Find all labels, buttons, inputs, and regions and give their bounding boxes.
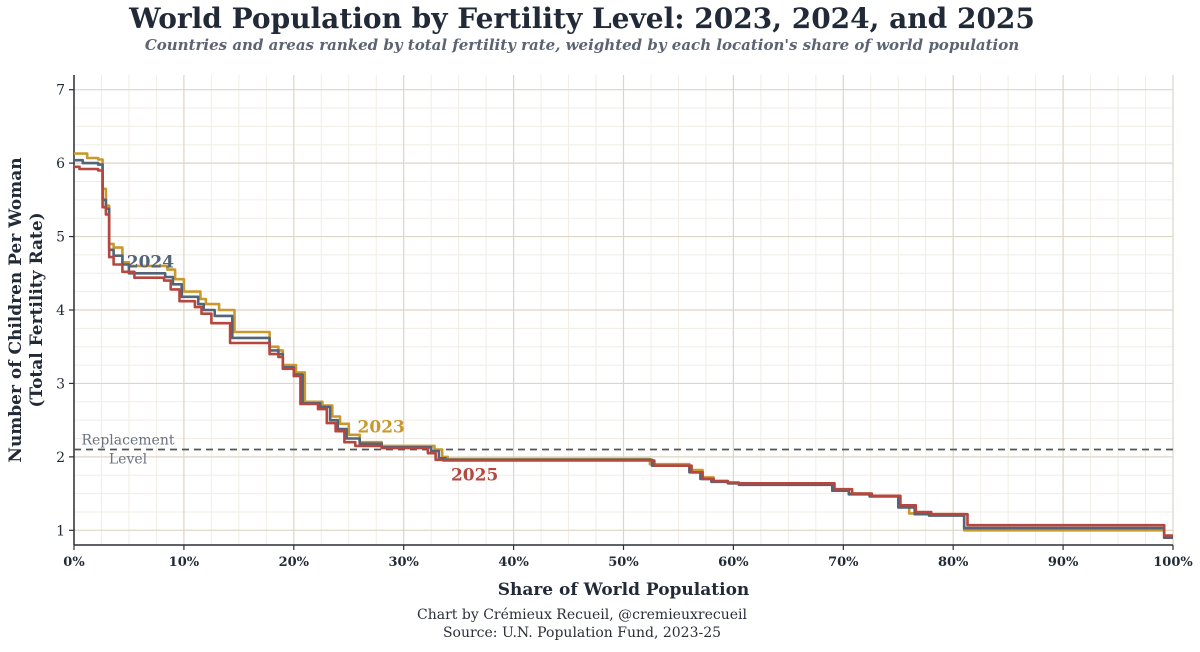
replacement-level-label: Replacement	[82, 433, 175, 449]
series-label-2023: 2023	[358, 418, 405, 438]
fertility-chart: 0% 10% 20% 30% 40% 50% 60% 70% 80% 90% 100% 1 2 3 4 5 6 7…	[6, 75, 1193, 600]
y-tick-label: 6	[56, 156, 65, 172]
chart-title: World Population by Fertility Level: 202…	[129, 2, 1035, 35]
chart-credit: Chart by Crémieux Recueil, @cremieuxrecu…	[417, 607, 747, 623]
series-line-2025	[74, 165, 1173, 537]
series-line-2024	[74, 158, 1173, 539]
x-axis-label: Share of World Population	[498, 580, 750, 600]
x-tick-label: 50%	[608, 555, 639, 570]
y-tick-label: 3	[56, 376, 65, 392]
y-tick-label: 1	[56, 523, 65, 539]
chart-subtitle: Countries and areas ranked by total fert…	[144, 36, 1020, 54]
series-label-2024: 2024	[127, 252, 174, 272]
x-tick-label: 60%	[718, 555, 749, 570]
chart-source: Source: U.N. Population Fund, 2023-25	[442, 625, 722, 641]
x-tick-label: 70%	[828, 555, 859, 570]
y-tick-label: 5	[56, 230, 65, 246]
x-tick-label: 20%	[279, 555, 310, 570]
x-tick-label: 80%	[938, 555, 969, 570]
x-tick-label: 30%	[388, 555, 419, 570]
x-tick-label: 10%	[169, 555, 200, 570]
y-tick-label: 4	[56, 303, 65, 319]
x-tick-label: 90%	[1048, 555, 1079, 570]
replacement-level-label: Level	[109, 452, 148, 468]
y-axis-label-line1: Number of Children Per Woman	[6, 157, 26, 462]
x-tick-label: 100%	[1153, 555, 1193, 570]
y-axis-label-line2: (Total Fertility Rate)	[27, 212, 47, 407]
y-tick-label: 2	[56, 450, 65, 466]
y-tick-label: 7	[56, 83, 65, 99]
x-tick-label: 40%	[498, 555, 529, 570]
series-label-2025: 2025	[451, 465, 498, 485]
x-tick-label: 0%	[63, 555, 85, 570]
